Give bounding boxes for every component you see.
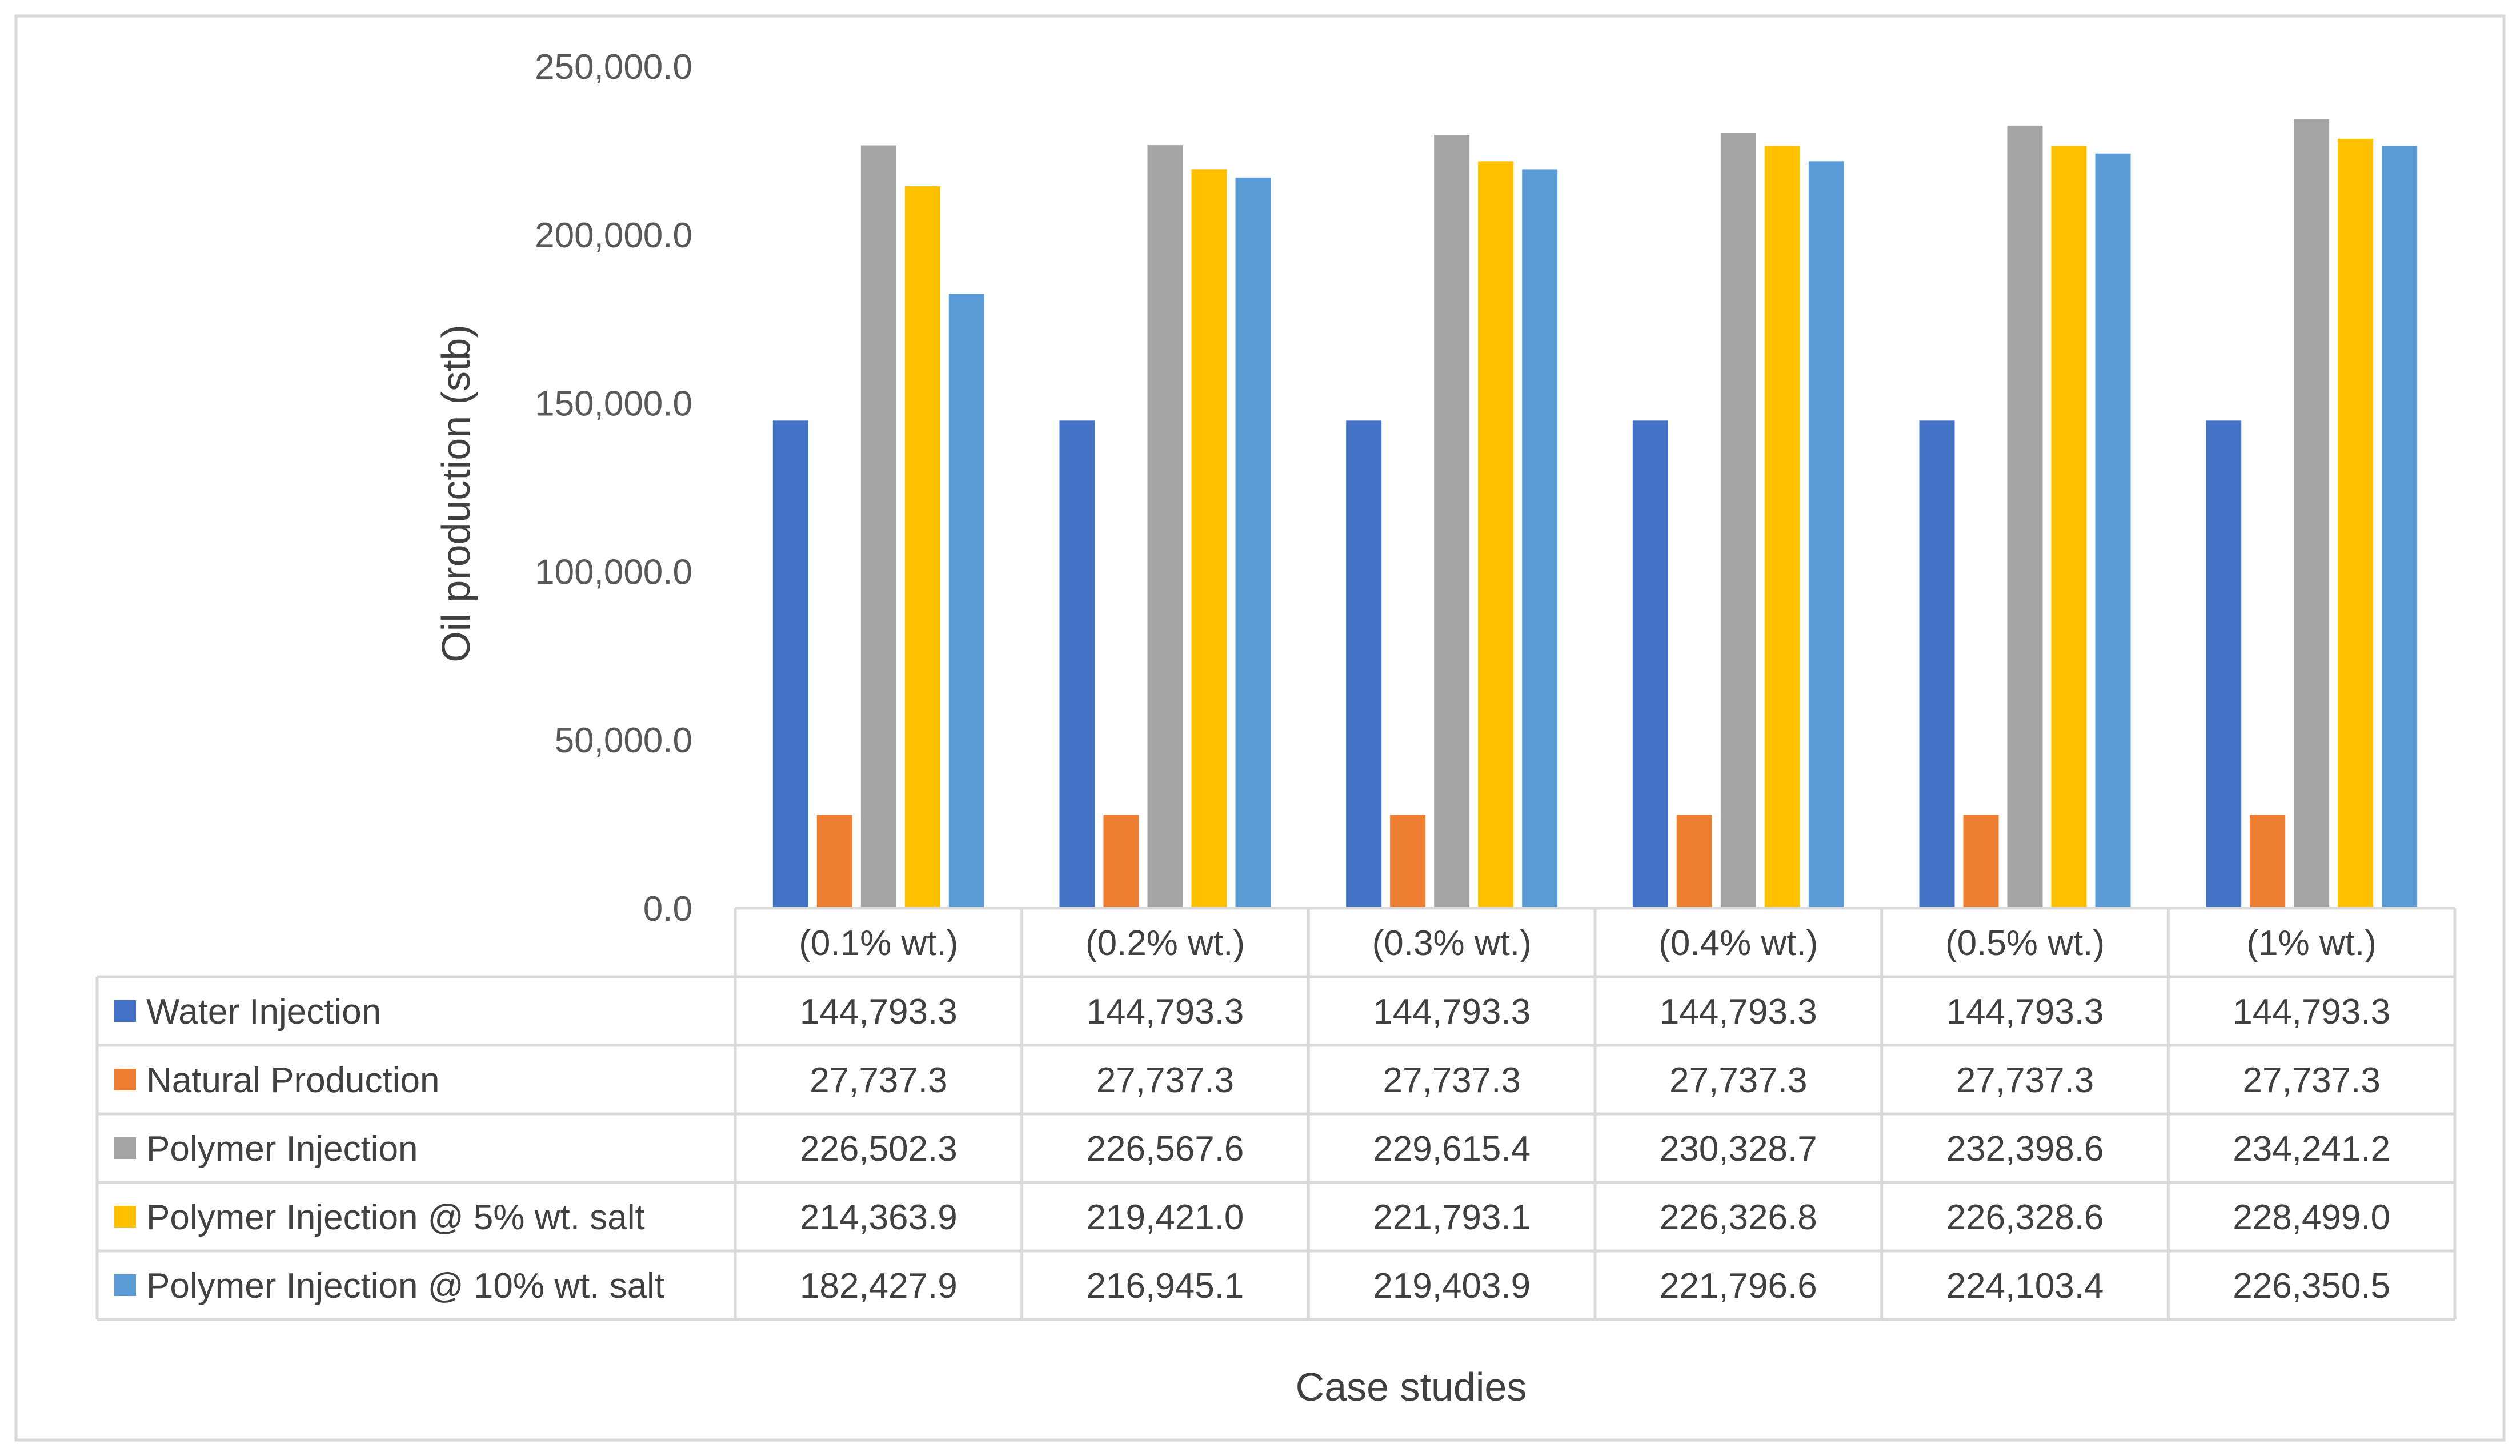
data-label: 144,793.3	[1373, 992, 1531, 1032]
bar	[1676, 815, 1712, 908]
data-label: 229,615.4	[1373, 1129, 1531, 1169]
data-label: 234,241.2	[2233, 1129, 2390, 1169]
bar	[1632, 420, 1668, 908]
bar	[816, 815, 852, 908]
data-label: 214,363.9	[800, 1198, 957, 1237]
data-label: 144,793.3	[2233, 992, 2390, 1032]
bar	[772, 420, 808, 908]
bar	[1808, 161, 1844, 908]
bar	[948, 294, 984, 908]
data-label: 226,350.5	[2233, 1266, 2390, 1306]
data-label: 221,796.6	[1660, 1266, 1817, 1306]
data-label: 27,737.3	[1096, 1061, 1234, 1100]
data-label: 27,737.3	[1956, 1061, 2094, 1100]
x-tick-label: (0.4% wt.)	[1658, 924, 1818, 963]
data-label: 27,737.3	[810, 1061, 947, 1100]
bars	[772, 119, 2418, 909]
bar	[1059, 420, 1095, 908]
data-label: 221,793.1	[1373, 1198, 1531, 1237]
x-tick-label: (0.5% wt.)	[1945, 924, 2105, 963]
data-label: 27,737.3	[1669, 1061, 1807, 1100]
data-label: 219,421.0	[1087, 1198, 1244, 1237]
legend-swatch	[114, 1069, 136, 1090]
legend-entry: Natural Production	[146, 1061, 440, 1100]
x-tick-label: (0.1% wt.)	[799, 924, 958, 963]
bar	[2338, 138, 2374, 908]
y-tick-label: 0.0	[643, 889, 692, 929]
data-label: 27,737.3	[2243, 1061, 2381, 1100]
y-tick-label: 200,000.0	[535, 216, 692, 255]
data-label: 144,793.3	[1087, 992, 1244, 1032]
legend-entry: Polymer Injection @ 5% wt. salt	[146, 1198, 645, 1237]
x-tick-label: (1% wt.)	[2247, 924, 2377, 963]
data-label: 216,945.1	[1087, 1266, 1244, 1306]
x-tick-label: (0.3% wt.)	[1372, 924, 1532, 963]
legend-entry: Polymer Injection @ 10% wt. salt	[146, 1266, 664, 1306]
bar	[904, 186, 940, 909]
bar	[1235, 177, 1271, 908]
bar	[2206, 420, 2242, 908]
bar	[1919, 420, 1955, 908]
data-label: 27,737.3	[1383, 1061, 1521, 1100]
bar	[1147, 145, 1183, 909]
bar	[1963, 815, 1999, 908]
bar	[1346, 420, 1382, 908]
data-label: 226,502.3	[800, 1129, 957, 1169]
data-label: 144,793.3	[800, 992, 957, 1032]
bar	[860, 145, 896, 908]
data-label: 226,567.6	[1087, 1129, 1244, 1169]
data-label: 219,403.9	[1373, 1266, 1531, 1306]
data-label: 182,427.9	[800, 1266, 957, 1306]
bar	[1390, 815, 1426, 908]
chart-border	[14, 14, 2506, 1442]
data-label: 226,328.6	[1946, 1198, 2104, 1237]
y-tick-label: 100,000.0	[535, 552, 692, 592]
bar	[2007, 125, 2043, 908]
data-label: 224,103.4	[1946, 1266, 2104, 1306]
bar	[2382, 146, 2418, 908]
legend-swatch	[114, 1000, 136, 1022]
bar	[1522, 169, 1558, 908]
data-label: 228,499.0	[2233, 1198, 2390, 1237]
y-tick-label: 250,000.0	[535, 47, 692, 87]
bar	[1103, 815, 1139, 908]
bar	[1764, 146, 1800, 909]
data-label: 144,793.3	[1946, 992, 2104, 1032]
legend-swatch	[114, 1137, 136, 1159]
y-axis-title: Oil production (stb)	[434, 324, 478, 662]
y-tick-label: 150,000.0	[535, 384, 692, 424]
legend-swatch	[114, 1274, 136, 1296]
data-label: 144,793.3	[1660, 992, 1817, 1032]
bar	[1434, 135, 1470, 909]
bar	[2250, 815, 2286, 908]
bar	[1720, 133, 1756, 908]
legend-swatch	[114, 1206, 136, 1228]
bar	[1478, 161, 1514, 908]
bar	[2051, 146, 2087, 909]
x-axis-title: Case studies	[1296, 1365, 1527, 1409]
data-label: 230,328.7	[1660, 1129, 1817, 1169]
data-table: (0.1% wt.) (0.2% wt.) (0.3% wt.) (0.4% wt.)…	[95, 907, 2457, 1321]
legend-entry: Polymer Injection	[146, 1129, 418, 1169]
y-tick-label: 50,000.0	[555, 721, 692, 760]
data-label: 226,326.8	[1660, 1198, 1817, 1237]
x-tick-label: (0.2% wt.)	[1085, 924, 1245, 963]
bar	[2294, 119, 2330, 908]
legend-entry: Water Injection	[146, 992, 381, 1032]
data-label: 232,398.6	[1946, 1129, 2104, 1169]
bar	[2095, 153, 2131, 909]
bar	[1191, 169, 1227, 908]
y-axis-ticks: 0.0 50,000.0 100,000.0 150,000.0 200,000.0 25…	[535, 47, 692, 929]
